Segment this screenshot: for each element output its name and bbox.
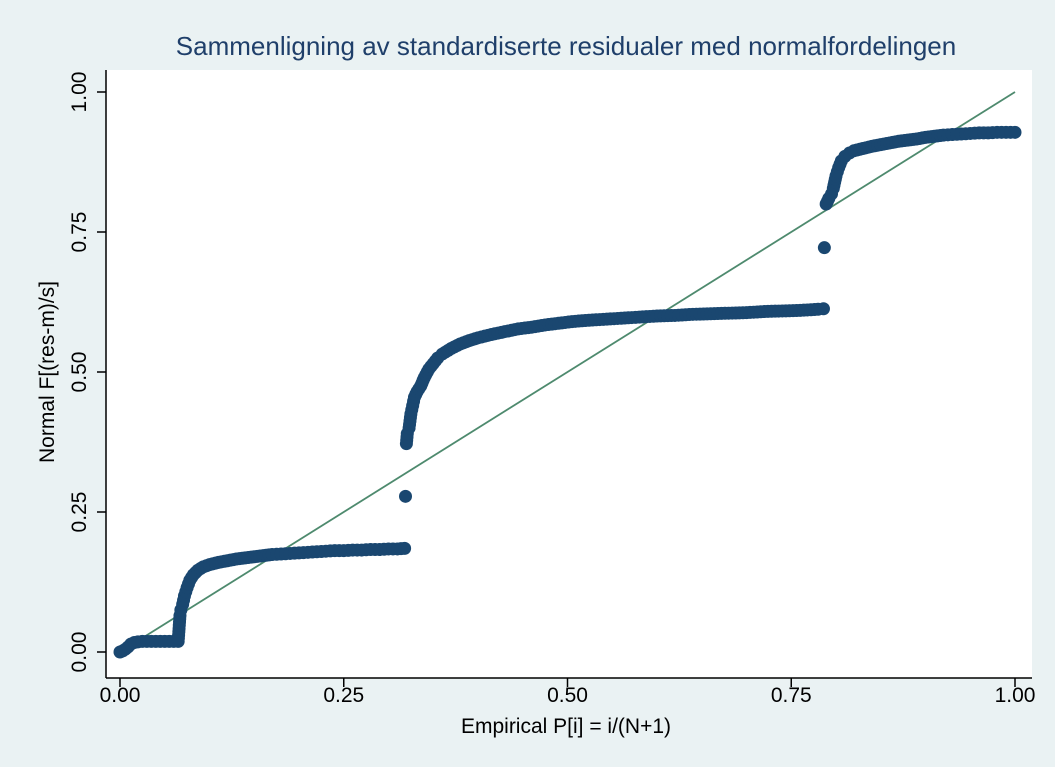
y-tick-label: 0.75 bbox=[68, 212, 91, 253]
x-tick-label: 0.75 bbox=[771, 684, 812, 707]
data-point bbox=[817, 241, 831, 255]
data-point bbox=[1008, 125, 1022, 139]
x-tick-label: 0.25 bbox=[323, 684, 364, 707]
x-axis: 0.00 0.25 0.50 0.75 1.00 bbox=[100, 677, 1036, 707]
y-tick-label: 0.25 bbox=[68, 492, 91, 533]
y-tick-label: 0.00 bbox=[68, 632, 91, 673]
x-tick-label: 1.00 bbox=[995, 684, 1036, 707]
y-axis-label: Normal F[(res-m)/s] bbox=[36, 281, 59, 463]
data-point bbox=[399, 489, 413, 503]
x-tick-label: 0.00 bbox=[100, 684, 141, 707]
y-tick-label: 0.50 bbox=[68, 352, 91, 393]
y-tick-label: 1.00 bbox=[68, 72, 91, 113]
x-tick-label: 0.50 bbox=[547, 684, 588, 707]
data-point bbox=[398, 541, 412, 555]
chart-title: Sammenligning av standardiserte residual… bbox=[176, 31, 956, 61]
data-points bbox=[113, 125, 1022, 659]
y-axis: 0.00 0.25 0.50 0.75 1.00 bbox=[68, 70, 107, 678]
data-point bbox=[816, 302, 830, 316]
plot-area bbox=[106, 70, 1032, 678]
x-axis-label: Empirical P[i] = i/(N+1) bbox=[461, 715, 671, 738]
